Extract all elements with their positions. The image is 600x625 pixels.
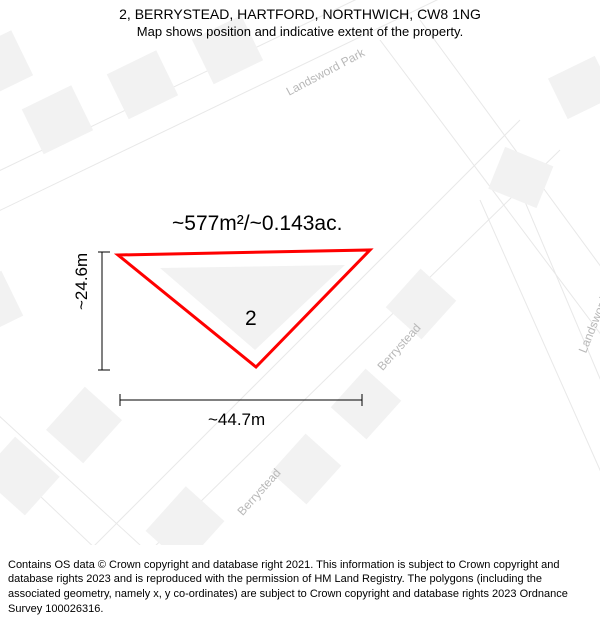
house-number: 2 [245, 307, 257, 331]
area-label: ~577m²/~0.143ac. [172, 212, 342, 236]
address-title: 2, BERRYSTEAD, HARTFORD, NORTHWICH, CW8 … [0, 6, 600, 22]
map-area: Landsword Park Landsword Park Berrystead… [0, 0, 600, 545]
map-subtitle: Map shows position and indicative extent… [0, 24, 600, 39]
dimension-height-label: ~24.6m [72, 253, 92, 310]
header: 2, BERRYSTEAD, HARTFORD, NORTHWICH, CW8 … [0, 6, 600, 39]
copyright-footer: Contains OS data © Crown copyright and d… [8, 558, 592, 617]
dimension-width-label: ~44.7m [208, 410, 265, 430]
